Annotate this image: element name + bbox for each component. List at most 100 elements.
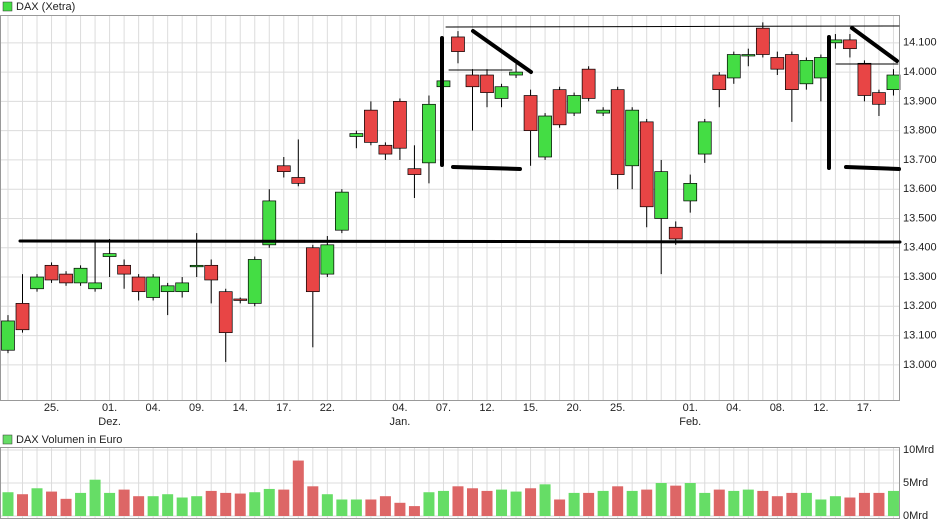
volume-bar — [597, 490, 609, 516]
x-tick-label: 20. — [566, 402, 581, 414]
volume-bar — [525, 488, 537, 516]
legend-swatch — [2, 434, 13, 445]
y-tick-label: 13.700 — [903, 154, 937, 166]
y-tick-label: 5Mrd — [903, 477, 928, 489]
volume-bar — [379, 496, 391, 516]
candle-body — [668, 226, 683, 240]
candle-body — [610, 89, 625, 175]
volume-bar — [60, 498, 72, 516]
grid — [0, 16, 900, 518]
plot-frame — [0, 447, 900, 519]
candle-body — [117, 264, 131, 275]
chart-title: DAX Volumen in Euro — [16, 434, 122, 446]
candle-body — [726, 54, 741, 79]
y-tick-label: 13.900 — [903, 95, 937, 107]
candle-body — [785, 54, 799, 91]
volume-bar — [554, 499, 566, 516]
x-tick-label: 15. — [523, 402, 538, 414]
volume-bar — [612, 486, 624, 516]
candle-body — [204, 264, 219, 281]
candle-body — [305, 247, 320, 293]
volume-bar — [670, 485, 682, 516]
candle-body — [596, 109, 610, 114]
candle-body — [872, 92, 886, 105]
candle-body — [654, 171, 669, 219]
volume-bar — [684, 483, 696, 516]
volume-bar — [205, 490, 217, 516]
y-tick-label: 10Mrd — [903, 444, 934, 456]
volume-bar — [626, 490, 638, 516]
y-tick-label: 13.500 — [903, 212, 937, 224]
volume-bar — [350, 499, 362, 516]
volume-bar — [815, 499, 827, 516]
volume-bar — [365, 499, 377, 516]
candle-body — [712, 74, 727, 91]
volume-bar — [713, 489, 725, 516]
x-tick-label: 12. — [479, 402, 494, 414]
volume-bar — [844, 497, 856, 516]
x-tick-label: 14. — [233, 402, 248, 414]
volume-bar — [467, 488, 478, 516]
candle-body — [523, 95, 538, 131]
x-month-label: Feb. — [679, 416, 701, 428]
y-tick-label: 13.800 — [903, 125, 937, 137]
x-tick-label: 04. — [392, 402, 407, 414]
volume-bar — [481, 490, 493, 516]
volume-bar — [249, 492, 261, 516]
candle-body — [770, 57, 785, 70]
volume-bar — [336, 499, 348, 516]
y-tick-label: 14.000 — [903, 66, 937, 78]
volume-bar — [510, 491, 522, 516]
volume-bar — [437, 490, 449, 516]
y-tick-label: 13.200 — [903, 300, 937, 312]
candle-body — [276, 165, 291, 172]
volume-bar — [873, 492, 885, 516]
x-tick-label: 08. — [770, 402, 785, 414]
candle-body — [88, 282, 102, 290]
candle-body — [538, 115, 552, 158]
candle-body — [814, 57, 828, 79]
volume-bar — [394, 502, 406, 516]
x-tick-label: 17. — [276, 402, 291, 414]
volume-bar — [800, 492, 812, 516]
candle-body — [364, 109, 378, 143]
candle-body — [247, 259, 262, 304]
legend-swatch — [2, 1, 13, 12]
x-tick-label: 04. — [145, 402, 160, 414]
candle-body — [160, 285, 175, 293]
volume-bar — [133, 496, 145, 516]
candle-body — [625, 109, 640, 167]
y-tick-label: 13.600 — [903, 183, 937, 195]
x-tick-label: 09. — [189, 402, 204, 414]
y-tick-label: 13.100 — [903, 329, 937, 341]
candle-body — [552, 89, 567, 126]
volume-bar — [423, 492, 435, 516]
volume-bar — [263, 488, 275, 516]
candle-body — [1, 320, 15, 351]
volume-bar — [699, 492, 711, 516]
candle-body — [567, 95, 581, 114]
candle-body — [320, 244, 335, 275]
volume-bar — [408, 506, 420, 516]
candle-body — [422, 103, 436, 164]
candle-body — [233, 298, 248, 301]
drawn-line — [451, 165, 522, 171]
x-tick-label: 25. — [44, 402, 59, 414]
candle-body — [509, 71, 523, 76]
plot-frame — [0, 15, 900, 401]
drawn-line — [850, 26, 899, 63]
drawn-line — [844, 165, 901, 171]
volume-bar — [147, 496, 159, 516]
volume-bar — [104, 492, 116, 516]
volume-bar — [292, 460, 304, 516]
volume-bar — [786, 492, 798, 516]
candle-body — [393, 101, 407, 149]
candle-body — [131, 276, 146, 293]
volume-bar — [234, 493, 246, 516]
candle-body — [581, 68, 596, 99]
volume-bar — [496, 489, 508, 516]
candle-body — [30, 276, 44, 290]
x-tick-label: 07. — [436, 402, 451, 414]
candle-body — [480, 74, 494, 93]
